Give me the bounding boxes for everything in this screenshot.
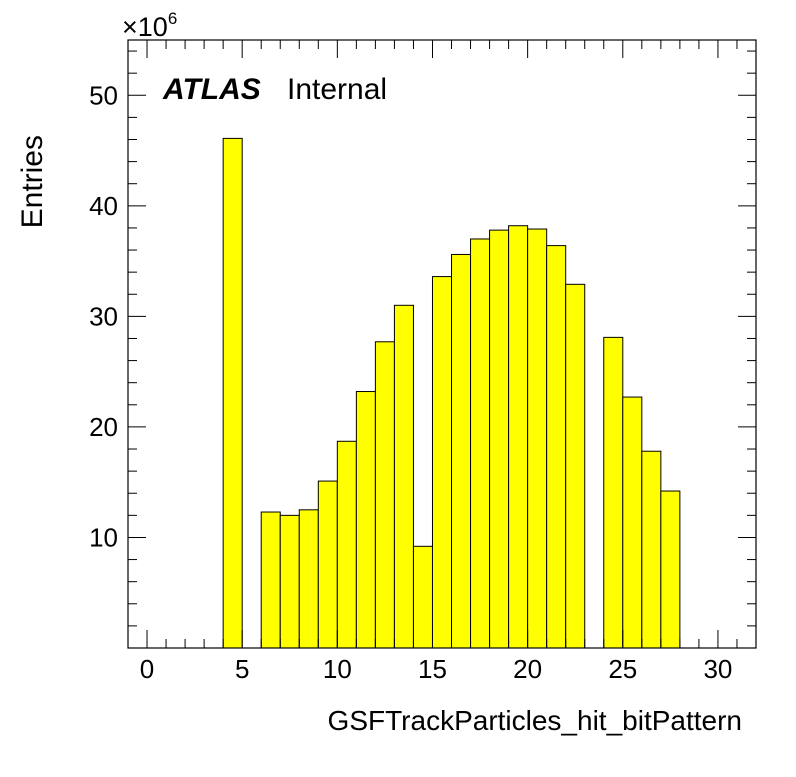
x-tick-label: 30: [703, 654, 732, 684]
atlas-label: ATLAS: [162, 73, 261, 106]
histogram-bar: [622, 396, 643, 649]
x-tick-label: 5: [235, 654, 249, 684]
internal-label: Internal: [287, 73, 387, 106]
tick-labels: 0 5 10 15 20 25 30 10 20 30 40 50: [89, 80, 732, 684]
x-tick-label: 0: [140, 654, 154, 684]
y-tick-label: 50: [89, 80, 118, 110]
y-tick-label: 10: [89, 522, 118, 552]
histogram-bar: [489, 229, 510, 649]
x-tick-label: 20: [513, 654, 542, 684]
histogram-bar: [660, 490, 681, 649]
histogram-bar: [451, 253, 472, 649]
histogram-bar: [431, 276, 453, 649]
histogram-bar: [565, 283, 586, 649]
y-tick-label: 20: [89, 412, 118, 442]
histogram-bar: [222, 137, 243, 649]
y-axis-multiplier: ×106: [122, 9, 177, 42]
histogram-bar: [260, 511, 281, 649]
histogram-bar: [641, 450, 662, 649]
histogram-bar: [412, 545, 433, 649]
histogram-bar: [298, 509, 319, 649]
x-tick-label: 10: [323, 654, 352, 684]
histogram-bar: [546, 245, 567, 649]
x-tick-label: 25: [608, 654, 637, 684]
histogram-bar: [393, 304, 414, 649]
histogram-bar: [470, 238, 491, 649]
histogram-bar: [317, 480, 338, 649]
axis-ticks: [127, 40, 757, 648]
y-axis-title: Entries: [16, 135, 49, 228]
histogram-bar: [374, 341, 395, 649]
plot-frame: [127, 39, 757, 649]
histogram-bar: [336, 440, 357, 649]
y-tick-label: 30: [89, 301, 118, 331]
histogram-bar: [279, 514, 300, 649]
x-axis-title: GSFTrackParticles_hit_bitPattern: [328, 705, 742, 736]
histogram-bar: [355, 391, 376, 649]
histogram-bar: [508, 225, 529, 649]
x-tick-label: 15: [418, 654, 447, 684]
histogram-bar: [527, 228, 548, 649]
histogram-bar: [603, 336, 624, 649]
histogram-bars: [222, 137, 681, 649]
y-tick-label: 40: [89, 191, 118, 221]
